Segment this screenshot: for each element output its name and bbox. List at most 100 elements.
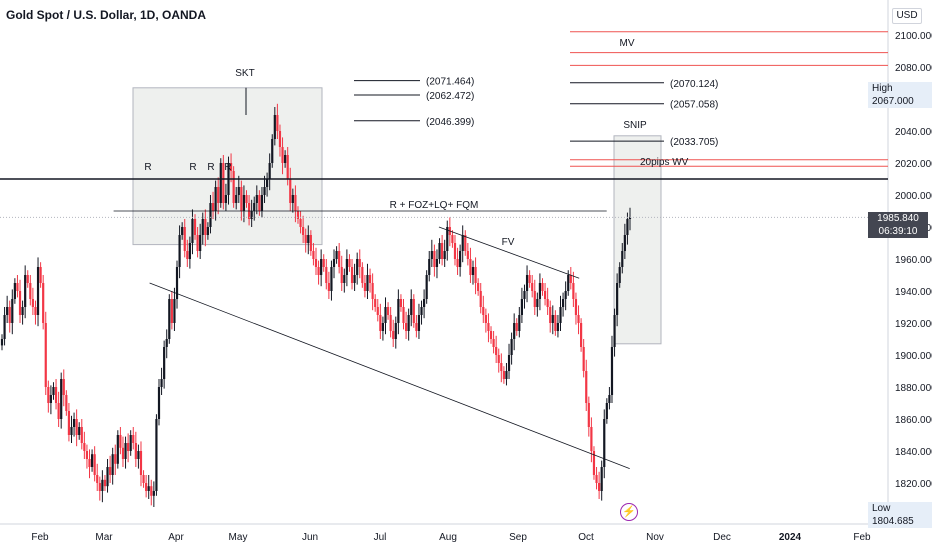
candle-body xyxy=(44,323,47,387)
candle-body xyxy=(618,267,621,283)
candle-body xyxy=(8,307,11,323)
candle-body xyxy=(366,275,369,291)
lightning-icon[interactable]: ⚡ xyxy=(620,503,638,521)
candle-body xyxy=(453,243,457,259)
candle-body xyxy=(381,323,385,331)
candle-body xyxy=(222,163,225,203)
candle-body xyxy=(199,235,202,251)
candle-body xyxy=(139,451,143,475)
high-label: High xyxy=(872,83,893,94)
candle-body xyxy=(229,163,233,171)
candle-body xyxy=(312,251,315,259)
candle-body xyxy=(368,275,372,283)
candle-body xyxy=(72,419,76,427)
candle-body xyxy=(281,147,284,163)
candle-body xyxy=(6,307,9,315)
candle-body xyxy=(389,315,392,331)
candle-body xyxy=(103,479,107,487)
candle-body xyxy=(309,235,312,251)
candle-body xyxy=(209,203,212,227)
candle-body xyxy=(505,371,508,379)
candle-body xyxy=(371,283,374,299)
y-tick-label: 1940.000 xyxy=(895,287,932,298)
candle-body xyxy=(479,291,482,307)
candle-body xyxy=(559,307,562,323)
candle-body xyxy=(592,451,596,475)
candle-body xyxy=(507,355,511,371)
candle-body xyxy=(626,219,629,235)
last-price-value: 1985.840 xyxy=(877,213,919,224)
candle-body xyxy=(235,195,238,203)
candle-body xyxy=(0,339,4,346)
candle-body xyxy=(435,259,439,267)
x-tick-label: Nov xyxy=(646,532,664,543)
candle-body xyxy=(242,195,246,211)
candle-body xyxy=(525,275,529,291)
candle-body xyxy=(482,307,485,315)
currency-button[interactable]: USD xyxy=(892,8,922,24)
level-label: (2057.058) xyxy=(670,100,718,111)
candle-body xyxy=(363,283,367,291)
candle-body xyxy=(420,307,423,315)
candle-body xyxy=(307,235,310,243)
candle-body xyxy=(582,347,585,371)
candle-body xyxy=(376,307,379,315)
low-label: Low xyxy=(872,503,891,514)
candle-body xyxy=(134,443,137,459)
x-tick-label: Aug xyxy=(439,532,457,543)
candle-body xyxy=(240,187,243,211)
candle-body xyxy=(422,299,426,307)
level-label: (2062.472) xyxy=(426,91,474,102)
candle-body xyxy=(201,219,204,235)
candle-body xyxy=(345,259,348,275)
candle-body xyxy=(90,454,94,467)
candle-body xyxy=(466,251,469,259)
candle-body xyxy=(80,427,83,443)
candle-body xyxy=(284,155,287,163)
candle-body xyxy=(13,283,16,299)
candle-body xyxy=(217,187,220,203)
candle-body xyxy=(590,427,593,451)
candle-body xyxy=(433,251,436,267)
candle-body xyxy=(546,299,549,307)
candle-body xyxy=(456,259,459,267)
candle-body xyxy=(330,267,333,291)
candle-body xyxy=(296,211,300,219)
candle-body xyxy=(605,403,608,419)
candle-body xyxy=(356,259,359,275)
candle-body xyxy=(574,299,578,315)
y-tick-label: 1920.000 xyxy=(895,319,932,330)
candle-body xyxy=(57,403,60,419)
candle-body xyxy=(394,323,397,339)
candle-body xyxy=(600,467,603,491)
symbol-title[interactable]: Gold Spot / U.S. Dollar, 1D, OANDA xyxy=(6,8,207,22)
candle-body xyxy=(399,299,403,307)
candle-body xyxy=(441,243,444,259)
chart-annotation: SNIP xyxy=(623,120,647,131)
candle-body xyxy=(595,475,598,483)
candle-body xyxy=(523,291,526,299)
candle-body xyxy=(520,299,524,315)
candle-body xyxy=(572,283,575,299)
x-tick-label: May xyxy=(229,532,248,543)
candle-body xyxy=(54,387,58,403)
candle-body xyxy=(181,227,184,235)
candle-body xyxy=(464,235,467,251)
candle-body xyxy=(34,307,37,315)
candle-body xyxy=(471,267,475,275)
candle-body xyxy=(11,299,14,323)
candle-body xyxy=(60,379,63,419)
level-label: (2070.124) xyxy=(670,79,718,90)
candle-body xyxy=(49,395,53,403)
candle-body xyxy=(569,275,572,283)
candle-body xyxy=(145,483,148,491)
x-tick-label: Jun xyxy=(302,532,318,543)
candle-body xyxy=(42,283,45,323)
candle-body xyxy=(3,315,6,339)
y-tick-label: 2040.000 xyxy=(895,127,932,138)
candle-body xyxy=(291,195,294,203)
candle-body xyxy=(518,315,521,331)
candle-body xyxy=(528,275,531,283)
candle-body xyxy=(147,486,150,491)
